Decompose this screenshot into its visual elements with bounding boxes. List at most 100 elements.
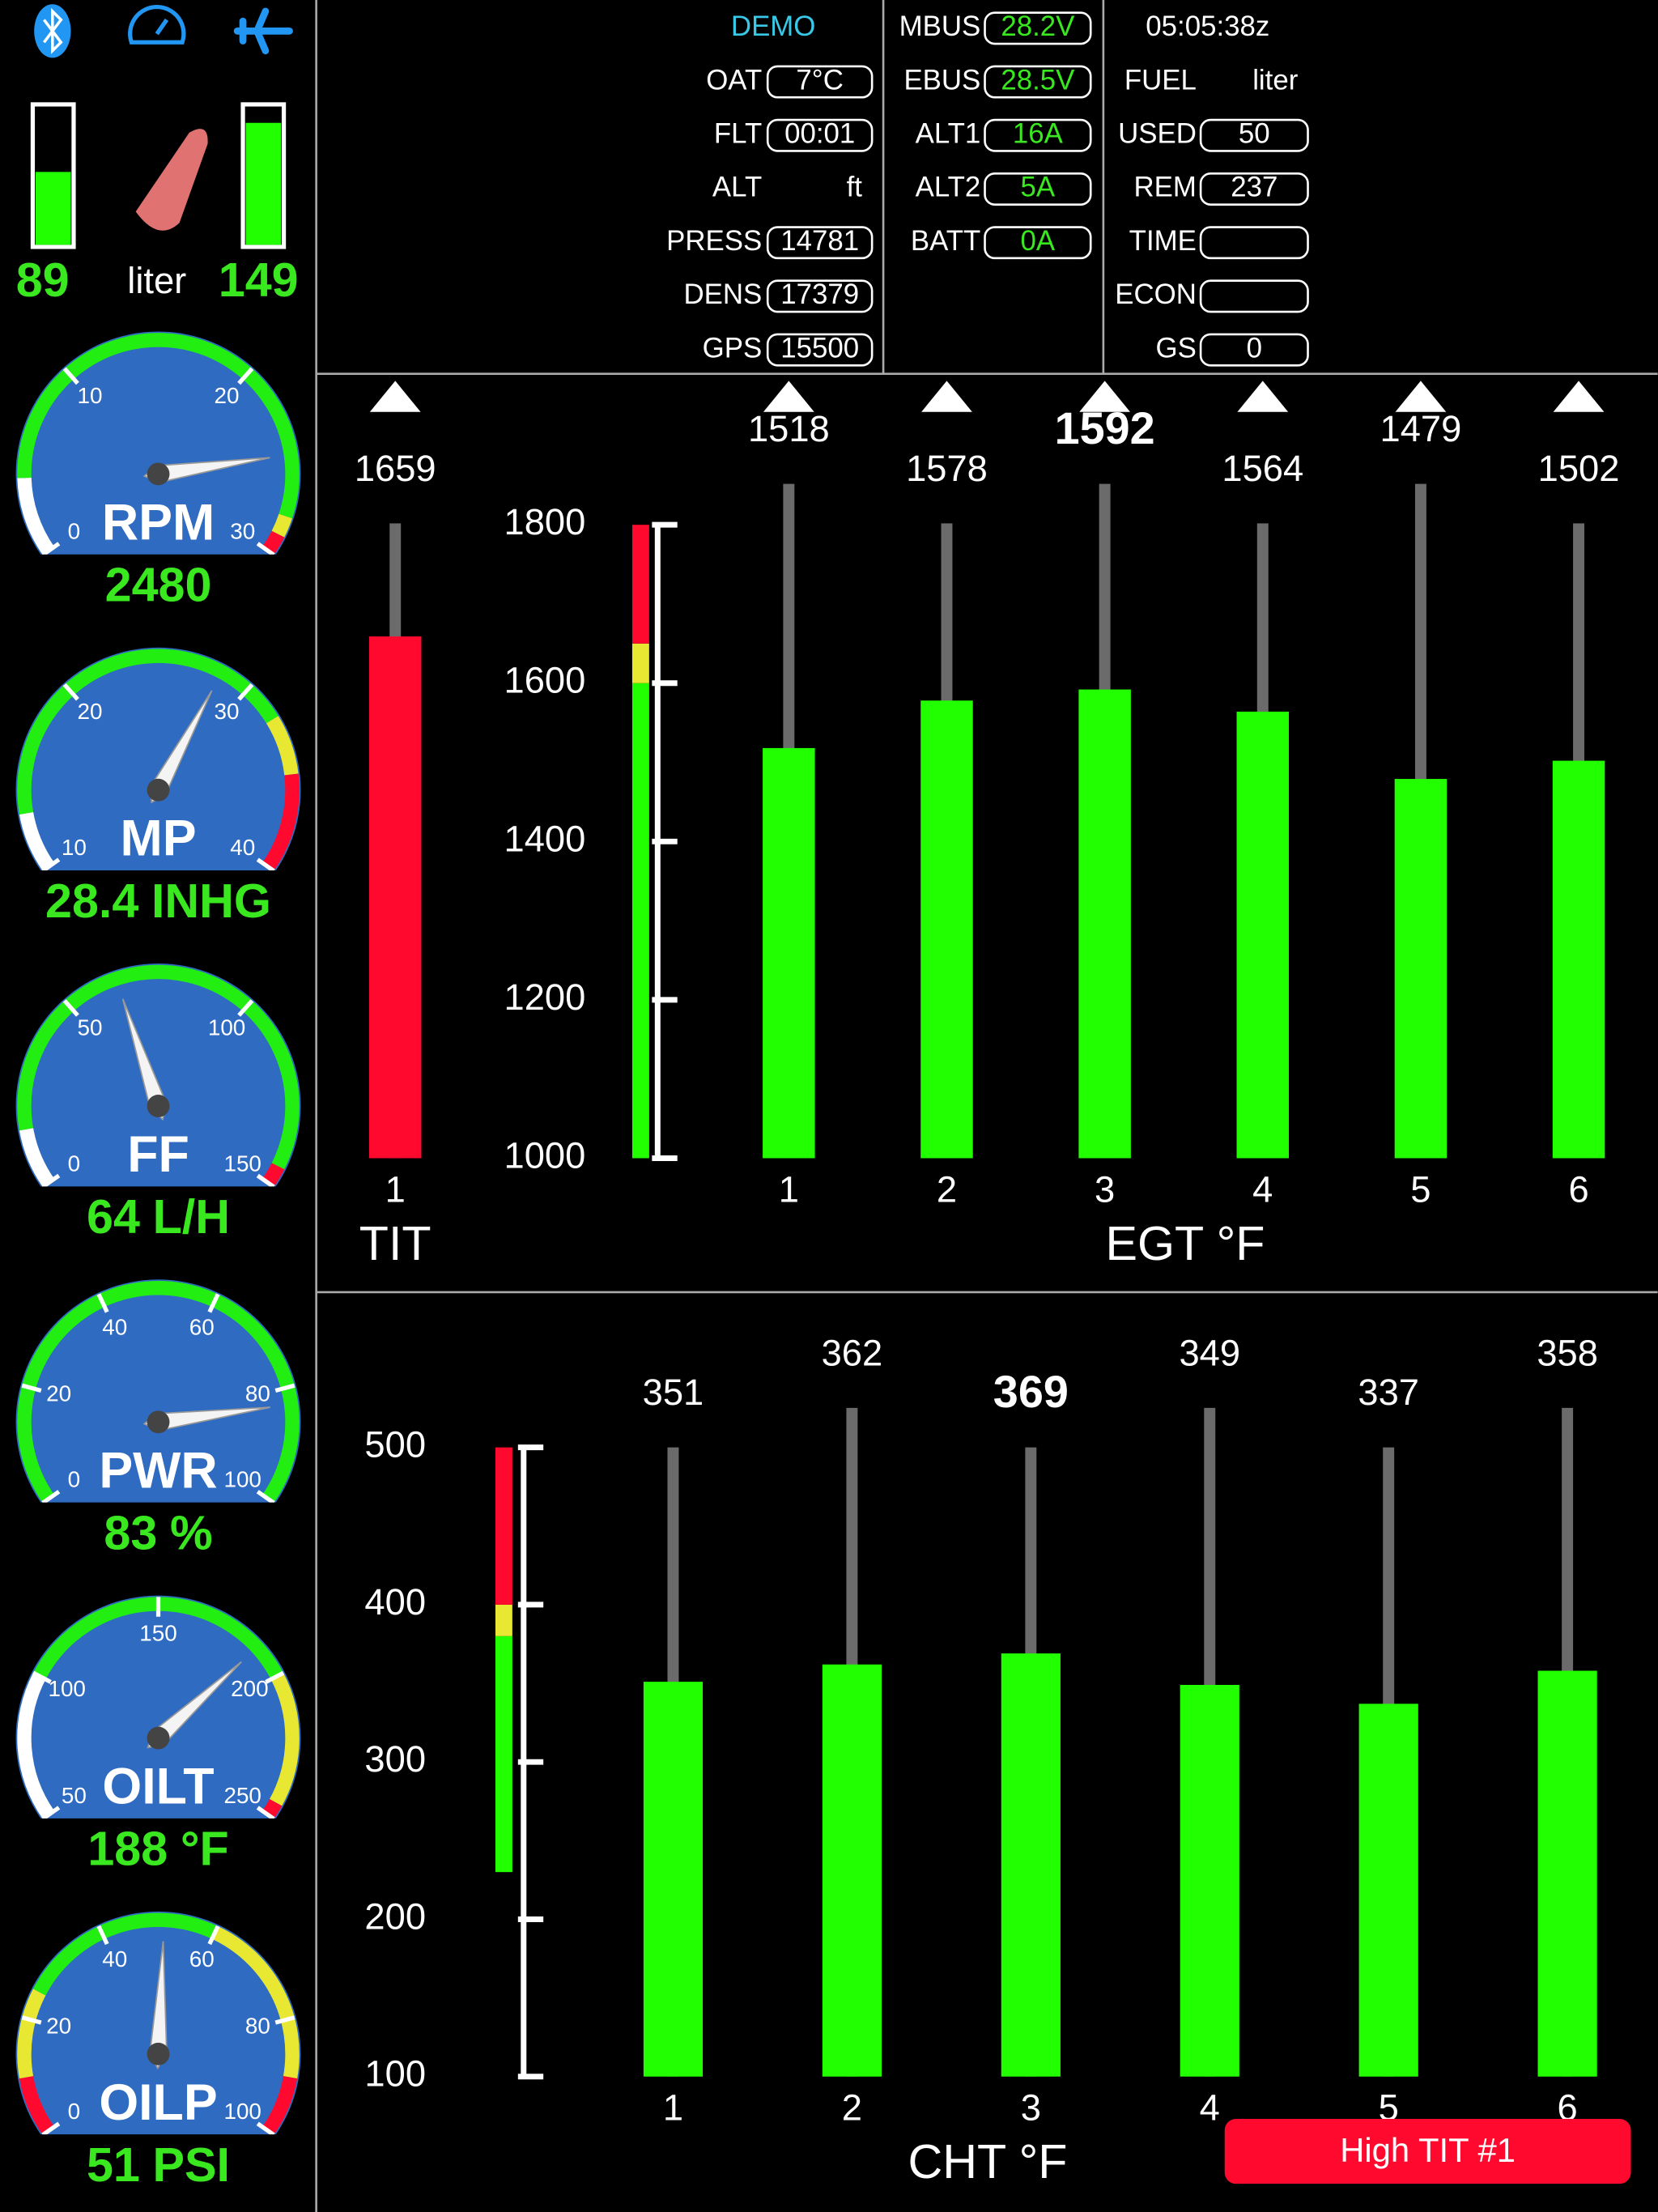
value-label: 358 — [1537, 1332, 1598, 1373]
alert-button[interactable] — [1224, 2119, 1631, 2184]
gauge-hub — [147, 1095, 170, 1117]
value-label: 369 — [993, 1367, 1069, 1417]
gauge-tick — [62, 367, 79, 385]
bar — [1537, 1670, 1597, 2077]
bar — [763, 747, 815, 1159]
gauge-tick — [207, 1293, 220, 1313]
info-label: ECON — [1115, 279, 1197, 310]
gauge-band — [261, 1798, 283, 1819]
gauge-tick — [256, 542, 275, 555]
info-value: ft — [847, 172, 863, 203]
bar — [643, 1682, 704, 2077]
gauge-band — [19, 811, 55, 871]
gauge-tick — [237, 367, 254, 385]
readout-value: 83 — [104, 1505, 157, 1559]
value-label: 351 — [643, 1372, 704, 1413]
gauge-tick — [41, 1490, 61, 1503]
info-box — [1199, 226, 1309, 260]
info-label: FLT — [714, 117, 762, 149]
gauge-face — [15, 1595, 301, 1819]
info-value: 17379 — [780, 279, 859, 310]
gauge-tick-label: 40 — [102, 1946, 127, 1972]
info-box — [984, 172, 1092, 206]
gauge-face — [15, 963, 301, 1187]
info-label: USED — [1118, 117, 1197, 149]
bar — [822, 1664, 882, 2077]
gauge-tick-label: 150 — [223, 1151, 261, 1176]
bar — [1236, 711, 1290, 1159]
gauge-icon[interactable] — [128, 5, 186, 45]
bar — [920, 700, 973, 1159]
value-label: 1659 — [355, 448, 436, 489]
fuel-level — [245, 122, 282, 245]
gauge-tick-label: 60 — [189, 1946, 215, 1972]
info-label: DENS — [683, 279, 762, 310]
gauge-hub — [147, 462, 170, 486]
readout-unit: % — [170, 1505, 213, 1559]
gauge-needle — [142, 457, 270, 483]
info-value: 7°C — [796, 64, 843, 96]
x-tick-label: 3 — [1021, 2087, 1041, 2129]
gauge-readout: 83% — [104, 1505, 212, 1559]
value-label: 1502 — [1538, 448, 1620, 489]
value-label: 337 — [1358, 1372, 1419, 1413]
readout-value: 2480 — [105, 557, 212, 611]
peak-marker — [1553, 381, 1605, 412]
gauge-band — [17, 1281, 300, 1503]
gauge-band — [261, 2075, 298, 2135]
gauge-band — [17, 649, 278, 815]
bar — [368, 636, 422, 1159]
gauge-band — [211, 1925, 300, 2079]
gauge-needle — [147, 1661, 242, 1749]
info-label: BATT — [911, 225, 980, 257]
x-tick-label: 3 — [1095, 1168, 1115, 1210]
icon-shape — [233, 7, 293, 55]
bar — [1180, 1684, 1239, 2077]
info-label: MBUS — [899, 11, 981, 42]
range-band — [631, 643, 649, 683]
x-tick-label: 1 — [779, 1168, 799, 1210]
info-value: 16A — [1013, 117, 1064, 149]
gauge-tick-label: 100 — [223, 1467, 261, 1492]
gauge-band — [17, 1673, 55, 1819]
gauge-tick-label: 20 — [46, 1381, 71, 1406]
gauge-tick — [96, 1293, 109, 1313]
x-tick-label: 2 — [937, 1168, 957, 1210]
gauge-hub — [147, 1726, 170, 1750]
info-box — [1199, 279, 1309, 313]
gauge-tick — [41, 857, 61, 871]
gauge-tick-label: 200 — [231, 1676, 268, 1701]
info-box — [766, 226, 874, 260]
gauge-band — [269, 1673, 300, 1806]
value-label: 362 — [822, 1332, 883, 1373]
gauge-needle — [142, 1406, 270, 1431]
value-label: 1592 — [1055, 403, 1155, 453]
info-box — [984, 226, 1092, 260]
info-value: 237 — [1231, 172, 1278, 203]
info-label: REM — [1133, 172, 1196, 203]
fuel-level — [35, 172, 71, 245]
y-tick-label: 300 — [364, 1738, 426, 1780]
range-band — [495, 1447, 512, 1605]
range-band — [631, 525, 649, 644]
plane-icon[interactable] — [233, 7, 293, 55]
info-label: DEMO — [731, 11, 816, 42]
gauge-tick — [274, 2015, 295, 2025]
gauge-name: PWR — [99, 1442, 217, 1499]
x-tick-label: 4 — [1252, 1168, 1273, 1210]
info-box — [984, 118, 1092, 152]
peak-marker — [1395, 381, 1447, 412]
gauge-tick — [274, 1383, 295, 1393]
x-tick-label: 1 — [663, 2087, 683, 2129]
gauge-tick-label: 20 — [215, 383, 240, 408]
readout-value: 188 — [87, 1821, 168, 1875]
info-value: 28.2V — [1001, 11, 1075, 42]
y-tick-label: 1000 — [504, 1134, 586, 1176]
bluetooth-icon[interactable] — [34, 4, 71, 58]
range-band — [631, 683, 649, 1159]
x-tick-label: 1 — [385, 1168, 406, 1210]
info-value: 15500 — [780, 332, 859, 364]
gauge-name: OILT — [102, 1759, 214, 1815]
